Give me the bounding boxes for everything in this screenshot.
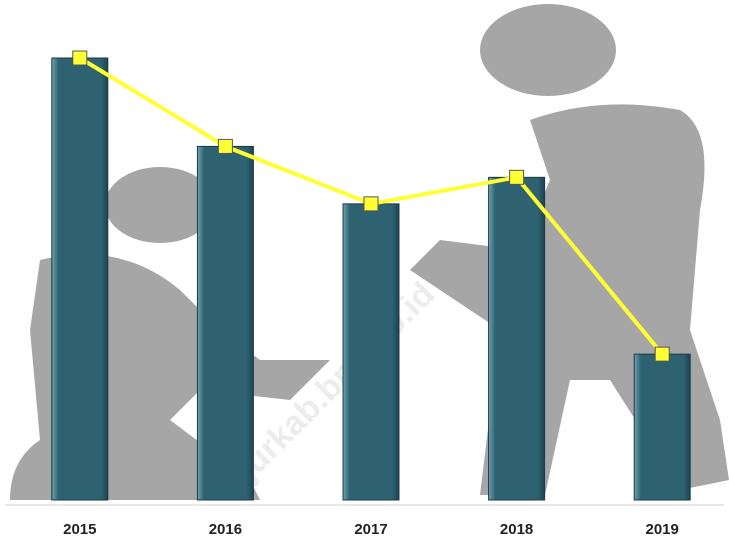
- marker: [217, 138, 233, 154]
- x-tick-label: 2016: [209, 521, 242, 538]
- marker: [509, 169, 525, 185]
- bar: [51, 57, 109, 501]
- x-tick-label: 2015: [63, 521, 96, 538]
- bar: [488, 176, 546, 501]
- marker: [363, 196, 379, 212]
- x-tick-label: 2017: [354, 521, 387, 538]
- marker: [72, 50, 88, 66]
- bar: [633, 353, 691, 501]
- marker: [654, 346, 670, 362]
- x-tick-label: 2019: [646, 521, 679, 538]
- bar: [196, 145, 254, 501]
- x-tick-label: 2018: [500, 521, 533, 538]
- bar: [342, 203, 400, 501]
